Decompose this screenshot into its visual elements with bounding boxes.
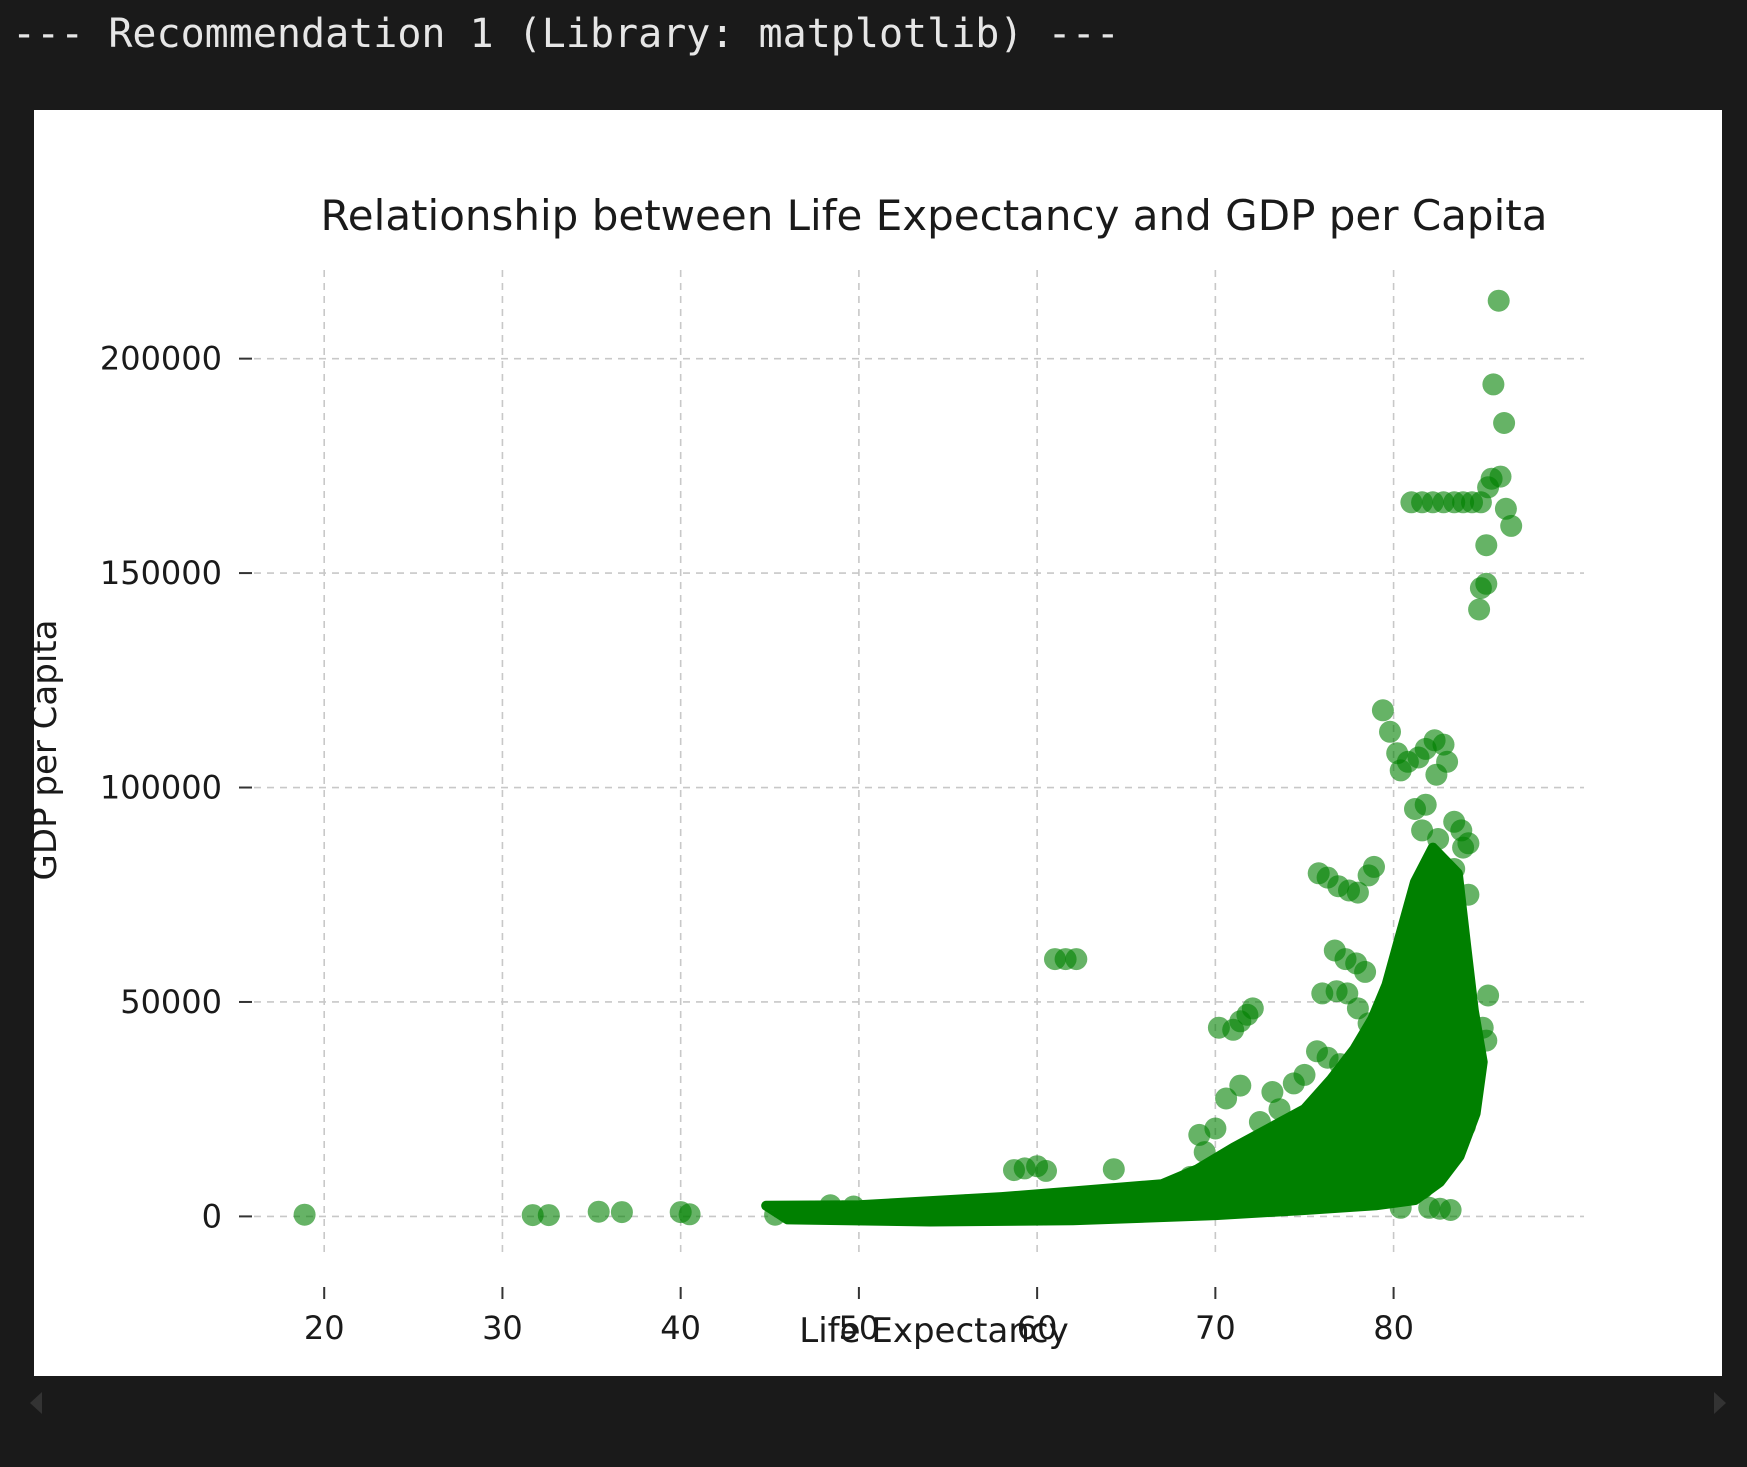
output-header: --- Recommendation 1 (Library: matplotli…: [12, 11, 1120, 57]
data-point: [1241, 997, 1264, 1020]
x-tick-label: 80: [1373, 1309, 1414, 1347]
dense-point-cluster: [761, 842, 1488, 1227]
data-point: [1354, 960, 1377, 983]
x-tick-label: 30: [482, 1309, 523, 1347]
scroll-left-arrow-icon[interactable]: [30, 1392, 42, 1414]
data-point: [1500, 514, 1523, 537]
data-point: [293, 1203, 316, 1226]
data-point: [587, 1200, 610, 1223]
data-point: [1494, 497, 1517, 520]
data-point: [1468, 598, 1491, 621]
data-point: [1482, 373, 1505, 396]
data-point: [1457, 832, 1480, 855]
data-point: [1293, 1063, 1316, 1086]
data-point: [1035, 1159, 1057, 1182]
data-point: [1204, 1117, 1227, 1140]
y-tick-label: 0: [202, 1197, 222, 1235]
data-point: [1261, 1081, 1284, 1103]
data-point: [610, 1201, 633, 1224]
figure-canvas: 20 30 40 50 60 70 80 0 50000 100000 150000 200000 R…: [34, 110, 1722, 1376]
data-point: [1487, 289, 1510, 312]
y-tick-label: 100000: [100, 769, 222, 807]
data-point: [1346, 881, 1369, 904]
data-point: [1425, 763, 1448, 786]
x-tick-label: 70: [1195, 1309, 1236, 1347]
x-tick-label: 60: [1017, 1309, 1058, 1347]
data-point: [1371, 699, 1394, 722]
data-point: [521, 1204, 544, 1227]
data-point: [1439, 1199, 1462, 1221]
data-point: [1432, 733, 1455, 756]
data-point: [1475, 534, 1498, 557]
data-point: [1215, 1087, 1238, 1110]
scatter-chart: 20 30 40 50 60 70 80 0 50000 100000 150000 200000 R…: [34, 191, 1584, 1351]
axis-layer: 20 30 40 50 60 70 80 0 50000 100000 150000 200000: [100, 340, 1414, 1347]
scroll-right-arrow-icon[interactable]: [1714, 1392, 1726, 1414]
y-tick-label: 150000: [100, 554, 222, 592]
data-point: [1379, 720, 1401, 743]
y-tick-label: 50000: [120, 983, 222, 1021]
x-tick-label: 50: [839, 1309, 880, 1347]
data-point: [1477, 984, 1500, 1007]
dense-region-layer: [761, 842, 1488, 1227]
y-tick-label: 200000: [100, 340, 222, 378]
x-axis-label: Life Expectancy: [799, 1311, 1068, 1351]
data-point: [1065, 948, 1088, 971]
data-point: [1493, 412, 1516, 434]
data-point: [1489, 465, 1512, 488]
x-tick-label: 20: [304, 1309, 345, 1347]
data-point: [678, 1203, 701, 1226]
data-point: [1229, 1074, 1252, 1097]
chart-title: Relationship between Life Expectancy and…: [321, 191, 1548, 240]
y-axis-label: GDP per Capita: [34, 620, 65, 881]
data-point: [1363, 855, 1385, 878]
data-point: [1102, 1158, 1125, 1181]
data-point: [1414, 793, 1437, 816]
data-point: [537, 1204, 560, 1227]
x-tick-label: 40: [660, 1309, 701, 1347]
data-point: [1469, 577, 1492, 600]
